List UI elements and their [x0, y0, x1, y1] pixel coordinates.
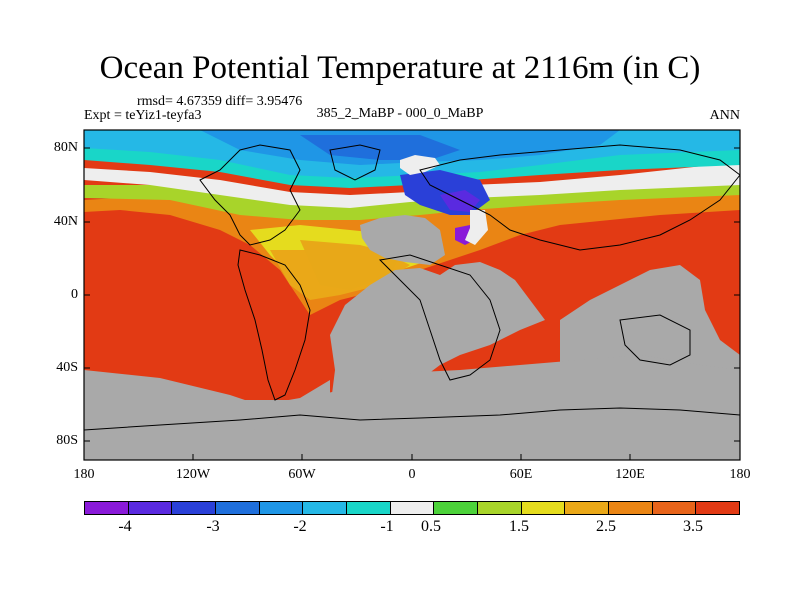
- colorbar-swatch-1: [128, 502, 173, 514]
- colorbar-label-2-5: 2.5: [596, 518, 616, 535]
- season-label: ANN: [709, 108, 740, 123]
- xtick-60e: 60E: [509, 467, 533, 482]
- colorbar-label-neg3: -3: [206, 518, 220, 535]
- xtick-180-right: 180: [729, 467, 751, 482]
- experiment-label: Expt = teYiz1-teyfa3: [84, 108, 202, 123]
- colorbar: [84, 501, 740, 515]
- ocean-white-patch: [400, 155, 440, 175]
- coastline-north-america: [199, 144, 301, 246]
- colorbar-swatch-14: [696, 502, 740, 514]
- ytick-40s: 40S: [56, 360, 78, 375]
- coastline-antarctica: [84, 407, 740, 431]
- plot-title: Ocean Potential Temperature at 2116m (in…: [99, 50, 701, 86]
- ytick-80s: 80S: [56, 433, 78, 448]
- ocean-deepblue-arctic: [300, 135, 460, 160]
- colorbar-swatch-12: [609, 502, 653, 514]
- colorbar-swatch-6: [347, 502, 391, 514]
- colorbar-swatch-3: [216, 502, 260, 514]
- center-label: 385_2_MaBP - 000_0_MaBP: [316, 106, 484, 121]
- land-antarctic: [84, 355, 740, 460]
- ytick-80n: 80N: [53, 140, 78, 155]
- colorbar-swatch-11: [565, 502, 610, 514]
- colorbar-label-0-5: 0.5: [421, 518, 441, 535]
- colorbar-label-1-5: 1.5: [509, 518, 529, 535]
- coastline-australia: [619, 314, 691, 366]
- land-south-africa-strip: [84, 370, 330, 430]
- colorbar-swatch-4: [259, 502, 304, 514]
- colorbar-label-3-5: 3.5: [683, 518, 703, 535]
- colorbar-swatch-9: [478, 502, 522, 514]
- coastline-eurasia: [419, 144, 740, 251]
- colorbar-label-neg1: -1: [380, 518, 394, 535]
- ocean-white-band: [84, 162, 740, 208]
- xtick-120e: 120E: [615, 467, 645, 482]
- stats-label: rmsd= 4.67359 diff= 3.95476: [137, 94, 303, 109]
- colorbar-swatch-13: [652, 502, 697, 514]
- colorbar-swatch-2: [172, 502, 217, 514]
- ocean-green-band: [84, 175, 740, 220]
- colorbar-swatch-5: [303, 502, 348, 514]
- xtick-0: 0: [408, 467, 416, 482]
- coastline-south-america: [237, 249, 311, 401]
- xtick-120w: 120W: [175, 467, 211, 482]
- ocean-white-med: [465, 210, 488, 245]
- xtick-60w: 60W: [288, 467, 316, 482]
- ytick-0: 0: [71, 287, 78, 302]
- colorbar-swatch-8: [434, 502, 479, 514]
- coastline-greenland: [329, 144, 381, 181]
- colorbar-label-neg4: -4: [118, 518, 132, 535]
- ytick-40n: 40N: [53, 214, 78, 229]
- xtick-180-left: 180: [73, 467, 95, 482]
- land-central-block: [360, 215, 445, 265]
- coastline-africa: [378, 254, 501, 381]
- colorbar-label-neg2: -2: [293, 518, 307, 535]
- colorbar-swatch-7: [390, 502, 435, 514]
- colorbar-swatch-0: [85, 502, 129, 514]
- colorbar-swatch-10: [521, 502, 566, 514]
